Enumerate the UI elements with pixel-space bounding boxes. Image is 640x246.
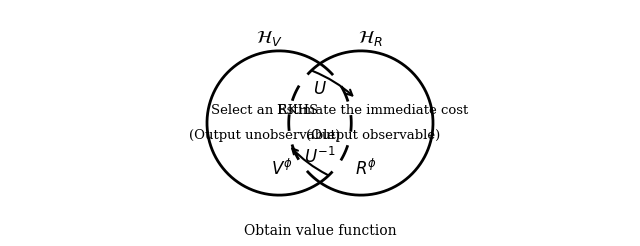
Text: $U$: $U$ [313,81,327,98]
Text: (Output observable): (Output observable) [306,128,440,141]
Text: $R^{\phi}$: $R^{\phi}$ [355,158,377,179]
Text: $\mathcal{H}_R$: $\mathcal{H}_R$ [358,29,383,48]
Text: Obtain value function: Obtain value function [244,224,396,238]
Text: $U^{-1}$: $U^{-1}$ [304,147,336,167]
Text: $\mathcal{H}_V$: $\mathcal{H}_V$ [256,29,283,48]
Text: Select an RKHS: Select an RKHS [211,105,318,118]
Text: Estimate the immediate cost: Estimate the immediate cost [277,105,468,118]
Text: $V^{\phi}$: $V^{\phi}$ [271,158,292,179]
Text: (Output unobservable): (Output unobservable) [189,128,340,141]
